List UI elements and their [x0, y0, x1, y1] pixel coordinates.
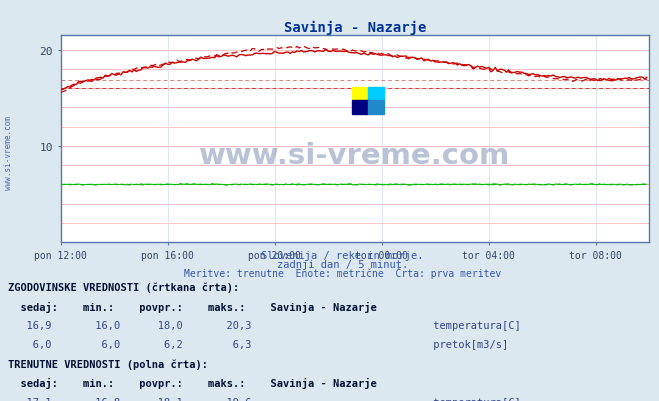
- Text: 16,9       16,0      18,0       20,3: 16,9 16,0 18,0 20,3: [14, 320, 277, 330]
- Bar: [368, 101, 384, 115]
- Text: temperatura[C]: temperatura[C]: [427, 320, 521, 330]
- Text: sedaj:    min.:    povpr.:    maks.:    Savinja - Nazarje: sedaj: min.: povpr.: maks.: Savinja - Na…: [8, 377, 377, 388]
- Text: www.si-vreme.com: www.si-vreme.com: [4, 115, 13, 189]
- Text: ZGODOVINSKE VREDNOSTI (črtkana črta):: ZGODOVINSKE VREDNOSTI (črtkana črta):: [8, 282, 239, 293]
- Bar: [352, 101, 368, 115]
- Title: Savinja - Nazarje: Savinja - Nazarje: [283, 21, 426, 35]
- Text: TRENUTNE VREDNOSTI (polna črta):: TRENUTNE VREDNOSTI (polna črta):: [8, 358, 208, 369]
- Text: sedaj:    min.:    povpr.:    maks.:    Savinja - Nazarje: sedaj: min.: povpr.: maks.: Savinja - Na…: [8, 301, 377, 312]
- Text: zadnji dan / 5 minut.: zadnji dan / 5 minut.: [277, 259, 409, 269]
- Text: Slovenija / reke in morje.: Slovenija / reke in morje.: [262, 251, 424, 261]
- Bar: [368, 88, 384, 101]
- Text: Meritve: trenutne  Enote: metrične  Črta: prva meritev: Meritve: trenutne Enote: metrične Črta: …: [184, 267, 501, 279]
- Text: 6,0        6,0       6,2        6,3: 6,0 6,0 6,2 6,3: [14, 339, 283, 349]
- Text: www.si-vreme.com: www.si-vreme.com: [199, 142, 511, 170]
- Bar: [352, 88, 368, 101]
- Text: 17,1       16,8      18,1       19,6: 17,1 16,8 18,1 19,6: [14, 397, 277, 401]
- Text: temperatura[C]: temperatura[C]: [427, 397, 521, 401]
- Text: pretok[m3/s]: pretok[m3/s]: [427, 339, 508, 349]
